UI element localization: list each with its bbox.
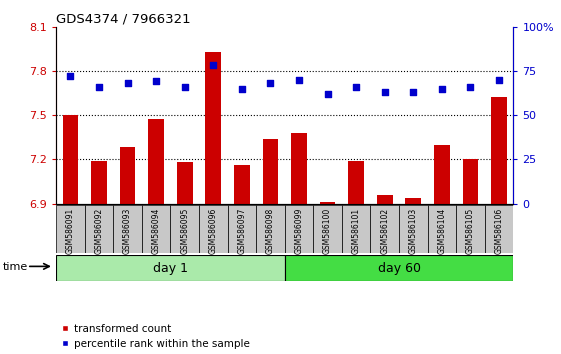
Point — [180, 84, 189, 90]
Point — [323, 91, 332, 97]
Bar — [91, 161, 107, 204]
Point — [409, 89, 418, 95]
Bar — [256, 205, 284, 253]
Point — [495, 77, 504, 82]
Bar — [491, 97, 507, 204]
Bar — [62, 115, 78, 204]
Point — [66, 73, 75, 79]
Text: GSM586102: GSM586102 — [380, 208, 389, 254]
Point — [151, 79, 160, 84]
Bar — [377, 195, 393, 204]
Bar — [234, 165, 250, 204]
Bar — [205, 52, 221, 204]
Bar — [142, 205, 171, 253]
Bar — [56, 255, 284, 281]
Text: time: time — [3, 262, 28, 272]
Bar — [119, 148, 135, 204]
Text: GSM586092: GSM586092 — [94, 208, 103, 254]
Bar — [228, 205, 256, 253]
Bar — [85, 205, 113, 253]
Text: GSM586103: GSM586103 — [409, 208, 418, 254]
Bar — [199, 205, 228, 253]
Bar — [348, 161, 364, 204]
Point — [209, 63, 218, 68]
Bar — [427, 205, 456, 253]
Point — [466, 84, 475, 90]
Bar — [406, 198, 421, 204]
Point — [352, 84, 361, 90]
Text: GSM586100: GSM586100 — [323, 208, 332, 254]
Bar — [434, 144, 450, 204]
Bar — [342, 205, 370, 253]
Bar — [284, 255, 513, 281]
Bar — [456, 205, 485, 253]
Bar — [148, 120, 164, 204]
Text: GSM586097: GSM586097 — [237, 208, 246, 254]
Point — [123, 80, 132, 86]
Bar — [399, 205, 427, 253]
Bar — [113, 205, 142, 253]
Text: GSM586094: GSM586094 — [151, 208, 160, 254]
Text: GSM586104: GSM586104 — [438, 208, 447, 254]
Text: day 1: day 1 — [153, 262, 188, 275]
Text: GSM586098: GSM586098 — [266, 208, 275, 254]
Bar — [284, 205, 313, 253]
Bar — [177, 162, 192, 204]
Bar — [291, 133, 307, 204]
Bar — [485, 205, 513, 253]
Bar — [263, 139, 278, 204]
Text: GSM586091: GSM586091 — [66, 208, 75, 254]
Point — [295, 77, 304, 82]
Text: GSM586099: GSM586099 — [295, 208, 304, 254]
Text: GSM586093: GSM586093 — [123, 208, 132, 254]
Text: GSM586101: GSM586101 — [352, 208, 361, 254]
Bar — [313, 205, 342, 253]
Text: GSM586096: GSM586096 — [209, 208, 218, 254]
Legend: transformed count, percentile rank within the sample: transformed count, percentile rank withi… — [61, 324, 250, 349]
Point — [237, 86, 246, 91]
Point — [438, 86, 447, 91]
Text: GSM586105: GSM586105 — [466, 208, 475, 254]
Bar — [171, 205, 199, 253]
Bar — [56, 205, 85, 253]
Point — [380, 89, 389, 95]
Bar — [320, 202, 335, 204]
Text: GSM586106: GSM586106 — [495, 208, 504, 254]
Point — [266, 80, 275, 86]
Bar — [370, 205, 399, 253]
Point — [94, 84, 103, 90]
Bar — [463, 159, 479, 204]
Text: GDS4374 / 7966321: GDS4374 / 7966321 — [56, 12, 191, 25]
Text: GSM586095: GSM586095 — [180, 208, 189, 254]
Text: day 60: day 60 — [378, 262, 421, 275]
